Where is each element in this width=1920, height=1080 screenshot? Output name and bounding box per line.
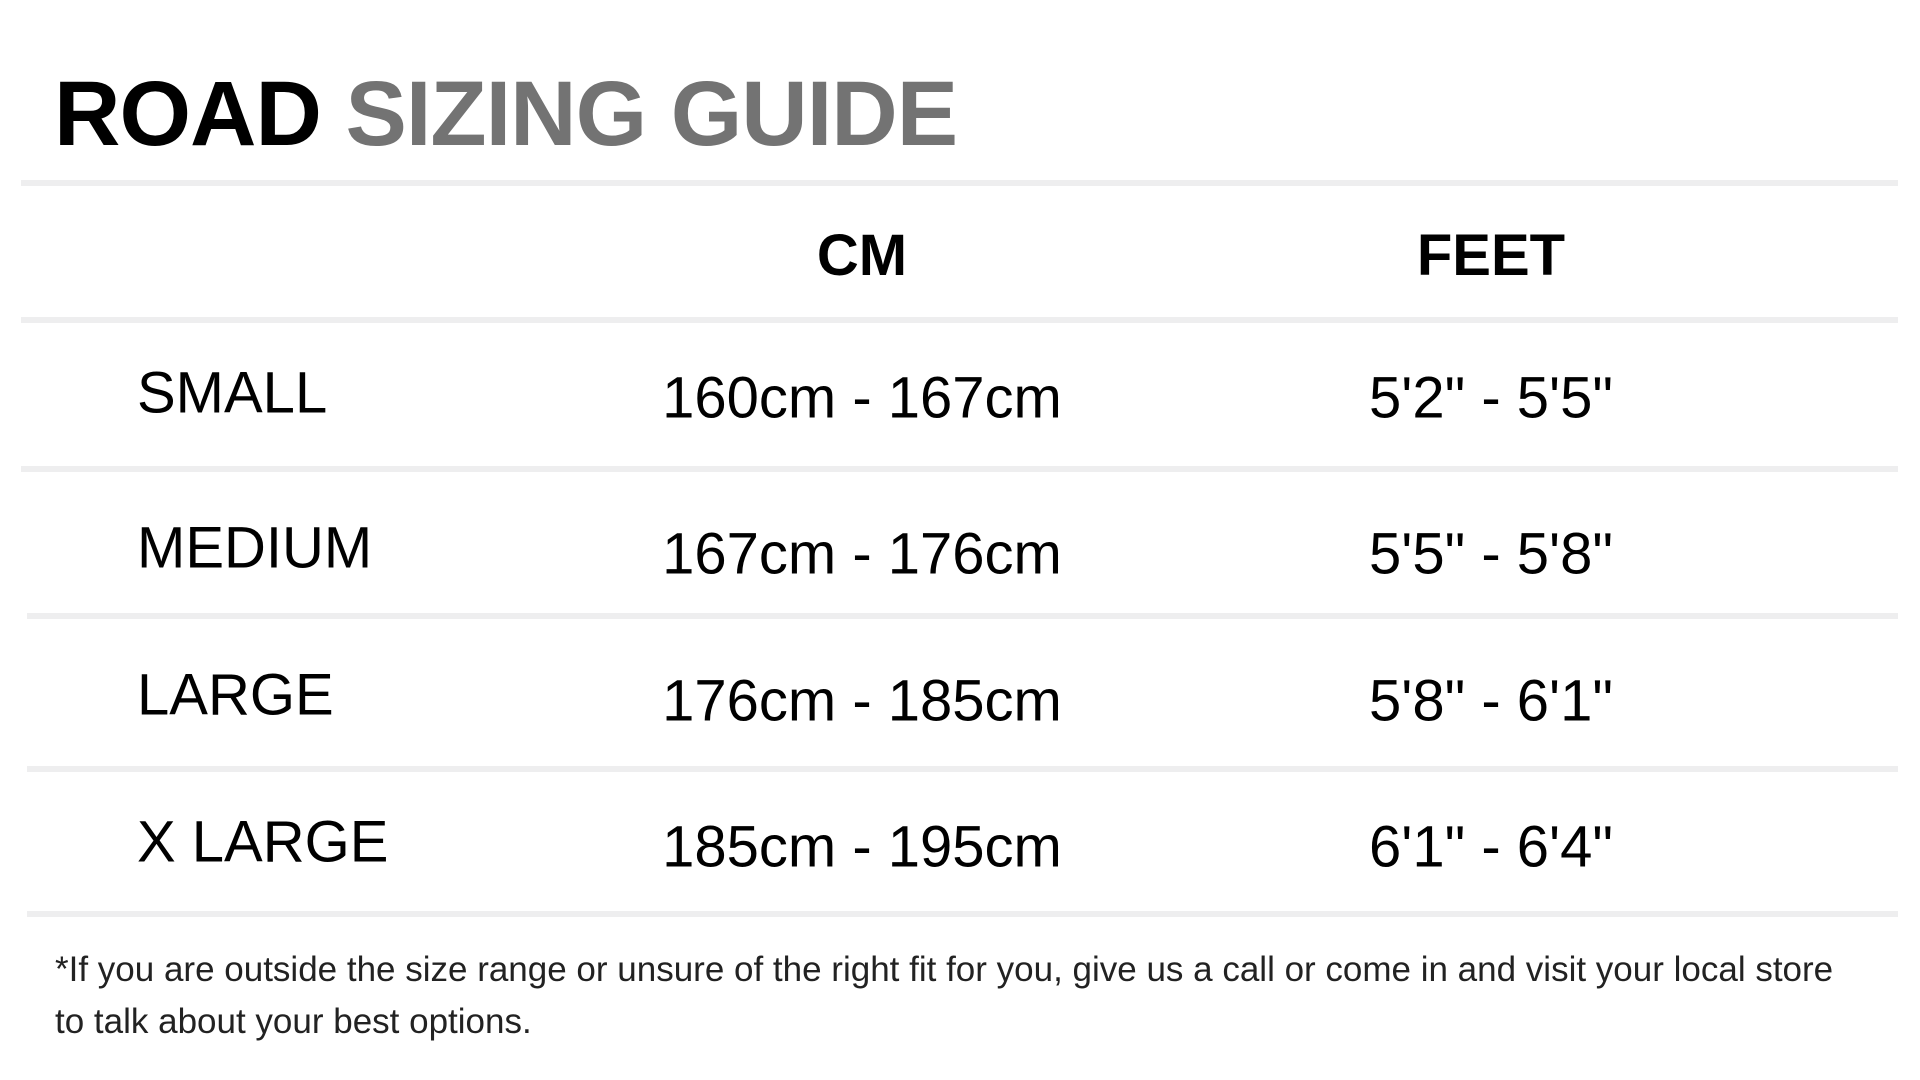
divider bbox=[27, 911, 1898, 917]
feet-range: 5'2" - 5'5" bbox=[1369, 365, 1613, 431]
feet-range: 5'5" - 5'8" bbox=[1369, 521, 1613, 587]
column-header-cm: CM bbox=[816, 223, 908, 288]
size-label: SMALL bbox=[137, 360, 328, 426]
cm-range: 185cm - 195cm bbox=[662, 814, 1062, 880]
feet-range: 5'8" - 6'1" bbox=[1369, 668, 1613, 734]
divider bbox=[21, 180, 1898, 186]
cm-range: 176cm - 185cm bbox=[662, 668, 1062, 734]
page-title: ROAD SIZING GUIDE bbox=[54, 62, 958, 167]
divider bbox=[27, 613, 1898, 619]
divider bbox=[21, 466, 1898, 472]
divider bbox=[21, 317, 1898, 323]
size-label: X LARGE bbox=[137, 809, 389, 875]
cm-range: 167cm - 176cm bbox=[662, 521, 1062, 587]
divider bbox=[27, 766, 1898, 772]
size-label: MEDIUM bbox=[137, 515, 373, 581]
footnote: *If you are outside the size range or un… bbox=[55, 950, 1834, 1041]
cm-range: 160cm - 167cm bbox=[662, 365, 1062, 431]
feet-range: 6'1" - 6'4" bbox=[1369, 814, 1613, 880]
column-header-feet: FEET bbox=[1416, 223, 1566, 288]
size-label: LARGE bbox=[137, 662, 334, 728]
title-sizing-guide: SIZING GUIDE bbox=[345, 63, 958, 165]
title-road: ROAD bbox=[54, 63, 322, 165]
